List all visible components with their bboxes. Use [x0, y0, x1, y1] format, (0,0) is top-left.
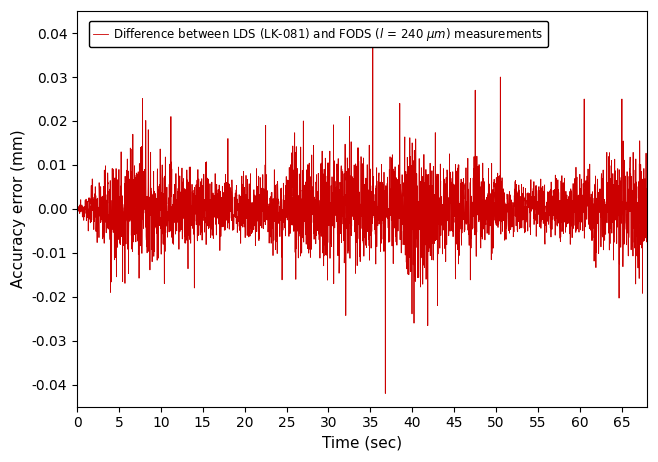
Difference between LDS (LK-081) and FODS ($l$ = 240 $\mu m$) measurements	[545, 210, 553, 215]
Legend: Difference between LDS (LK-081) and FODS ($l$ = 240 $\mu m$) measurements: Difference between LDS (LK-081) and FODS…	[89, 21, 548, 48]
Y-axis label: Accuracy error (mm): Accuracy error (mm)	[11, 129, 26, 288]
Difference between LDS (LK-081) and FODS ($l$ = 240 $\mu m$) measurements	[608, 199, 616, 204]
Difference between LDS (LK-081) and FODS ($l$ = 240 $\mu m$) measurements	[368, 206, 376, 212]
Difference between LDS (LK-081) and FODS ($l$ = 240 $\mu m$) measurements	[643, 187, 651, 192]
Difference between LDS (LK-081) and FODS ($l$ = 240 $\mu m$) measurements	[581, 187, 589, 193]
Line: Difference between LDS (LK-081) and FODS ($l$ = 240 $\mu m$) measurements: Difference between LDS (LK-081) and FODS…	[77, 29, 647, 394]
Difference between LDS (LK-081) and FODS ($l$ = 240 $\mu m$) measurements	[463, 220, 471, 225]
X-axis label: Time (sec): Time (sec)	[322, 436, 402, 451]
Difference between LDS (LK-081) and FODS ($l$ = 240 $\mu m$) measurements	[382, 391, 390, 396]
Difference between LDS (LK-081) and FODS ($l$ = 240 $\mu m$) measurements	[73, 206, 81, 212]
Difference between LDS (LK-081) and FODS ($l$ = 240 $\mu m$) measurements	[369, 26, 377, 31]
Difference between LDS (LK-081) and FODS ($l$ = 240 $\mu m$) measurements	[411, 191, 419, 197]
